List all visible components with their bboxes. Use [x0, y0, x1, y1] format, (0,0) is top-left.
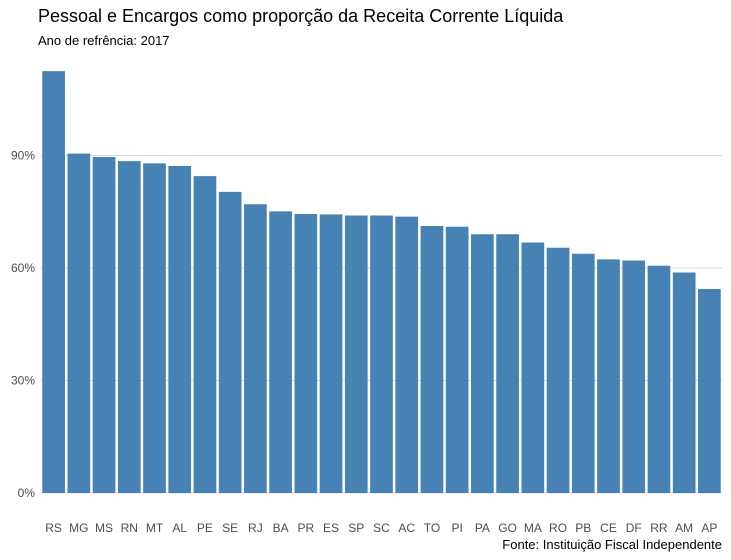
x-tick-label-am: AM	[675, 521, 693, 535]
x-tick-label-df: DF	[626, 521, 642, 535]
x-tick-label-pi: PI	[451, 521, 462, 535]
y-tick-label: 90%	[11, 149, 35, 163]
x-tick-label-al: AL	[172, 521, 187, 535]
chart-subtitle: Ano de refrência: 2017	[38, 33, 170, 48]
bar-pe	[193, 176, 217, 493]
bar-ap	[698, 289, 721, 493]
bar-ma	[521, 242, 545, 493]
bar-ro	[546, 247, 570, 493]
y-tick-label: 60%	[11, 261, 35, 275]
x-axis-tick-labels: RS MG MS RN MT AL PE SE RJ BA PR ES SP SC AC TO PI PA GO MA…	[45, 521, 717, 535]
x-tick-label-rn: RN	[121, 521, 138, 535]
x-tick-label-pa: PA	[475, 521, 490, 535]
bar-pa	[471, 234, 494, 493]
bar-sp	[344, 215, 368, 493]
bar-rr	[647, 265, 671, 493]
y-axis-tick-labels: 0% 30% 60% 90%	[11, 149, 35, 501]
x-tick-label-ba: BA	[273, 521, 289, 535]
bar-mg	[67, 153, 91, 493]
bar-se	[218, 191, 242, 493]
bar-rj	[244, 204, 267, 493]
bar-ba	[269, 211, 292, 493]
x-tick-label-rj: RJ	[248, 521, 263, 535]
x-tick-label-ap: AP	[701, 521, 717, 535]
bar-mt	[143, 163, 166, 493]
bar-rs	[42, 71, 65, 493]
bar-al	[168, 166, 192, 493]
bar-df	[622, 260, 646, 493]
x-tick-label-mg: MG	[69, 521, 88, 535]
bar-es	[319, 214, 343, 493]
x-tick-label-se: SE	[222, 521, 238, 535]
bar-pb	[571, 253, 595, 493]
x-tick-label-pe: PE	[197, 521, 213, 535]
chart-title: Pessoal e Encargos como proporção da Rec…	[38, 6, 564, 26]
bars	[42, 71, 721, 493]
x-tick-label-mt: MT	[146, 521, 164, 535]
bar-sc	[370, 215, 393, 493]
x-tick-label-sp: SP	[348, 521, 364, 535]
bar-ce	[597, 259, 620, 493]
bar-pr	[294, 214, 318, 493]
y-tick-label: 30%	[11, 374, 35, 388]
x-tick-label-ce: CE	[600, 521, 617, 535]
x-tick-label-ma: MA	[524, 521, 542, 535]
x-tick-label-pr: PR	[297, 521, 314, 535]
bar-go	[496, 234, 519, 493]
bar-ms	[92, 157, 116, 493]
x-tick-label-to: TO	[424, 521, 440, 535]
x-tick-label-go: GO	[498, 521, 517, 535]
chart-caption: Fonte: Instituição Fiscal Independente	[502, 537, 722, 552]
bar-to	[420, 226, 444, 493]
bar-ac	[395, 216, 419, 493]
x-tick-label-ro: RO	[549, 521, 567, 535]
x-tick-label-es: ES	[323, 521, 339, 535]
bar-rn	[117, 161, 141, 493]
x-tick-label-pb: PB	[575, 521, 591, 535]
x-tick-label-ms: MS	[95, 521, 113, 535]
x-tick-label-ac: AC	[398, 521, 415, 535]
bar-am	[672, 272, 696, 493]
y-tick-label: 0%	[18, 486, 36, 500]
x-tick-label-sc: SC	[373, 521, 390, 535]
x-tick-label-rs: RS	[45, 521, 62, 535]
bar-pi	[445, 226, 469, 493]
x-tick-label-rr: RR	[650, 521, 668, 535]
